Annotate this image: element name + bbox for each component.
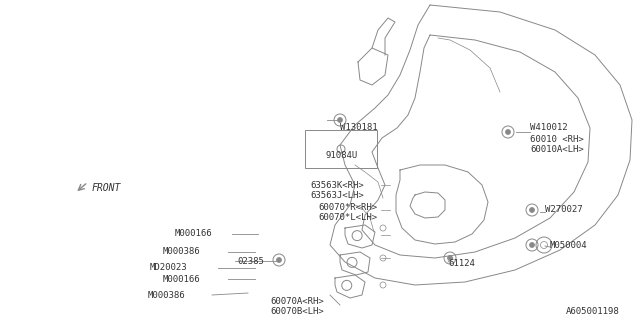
Text: 60070*R<RH>: 60070*R<RH> <box>318 203 377 212</box>
Text: W130181: W130181 <box>340 123 378 132</box>
Text: 91084U: 91084U <box>325 150 357 159</box>
Text: M000386: M000386 <box>148 291 186 300</box>
Text: 63563J<LH>: 63563J<LH> <box>310 191 364 201</box>
Circle shape <box>337 117 342 123</box>
Text: W410012: W410012 <box>530 124 568 132</box>
Text: M000386: M000386 <box>163 247 200 257</box>
Text: M050004: M050004 <box>550 241 588 250</box>
Text: 60010A<LH>: 60010A<LH> <box>530 146 584 155</box>
Text: 60070*L<LH>: 60070*L<LH> <box>318 213 377 222</box>
Circle shape <box>506 130 511 134</box>
Circle shape <box>276 258 282 262</box>
Text: FRONT: FRONT <box>92 183 122 193</box>
Text: 02385: 02385 <box>237 257 264 266</box>
Text: 60010 <RH>: 60010 <RH> <box>530 134 584 143</box>
Circle shape <box>529 243 534 247</box>
Circle shape <box>529 207 534 212</box>
Text: 61124: 61124 <box>448 260 475 268</box>
Text: 60070B<LH>: 60070B<LH> <box>270 307 324 316</box>
Text: A605001198: A605001198 <box>566 308 620 316</box>
Text: M000166: M000166 <box>175 229 212 238</box>
Text: 63563K<RH>: 63563K<RH> <box>310 180 364 189</box>
Text: W270027: W270027 <box>545 205 582 214</box>
Text: MD20023: MD20023 <box>150 263 188 273</box>
Text: 60070A<RH>: 60070A<RH> <box>270 297 324 306</box>
Circle shape <box>447 255 452 260</box>
Text: M000166: M000166 <box>163 275 200 284</box>
